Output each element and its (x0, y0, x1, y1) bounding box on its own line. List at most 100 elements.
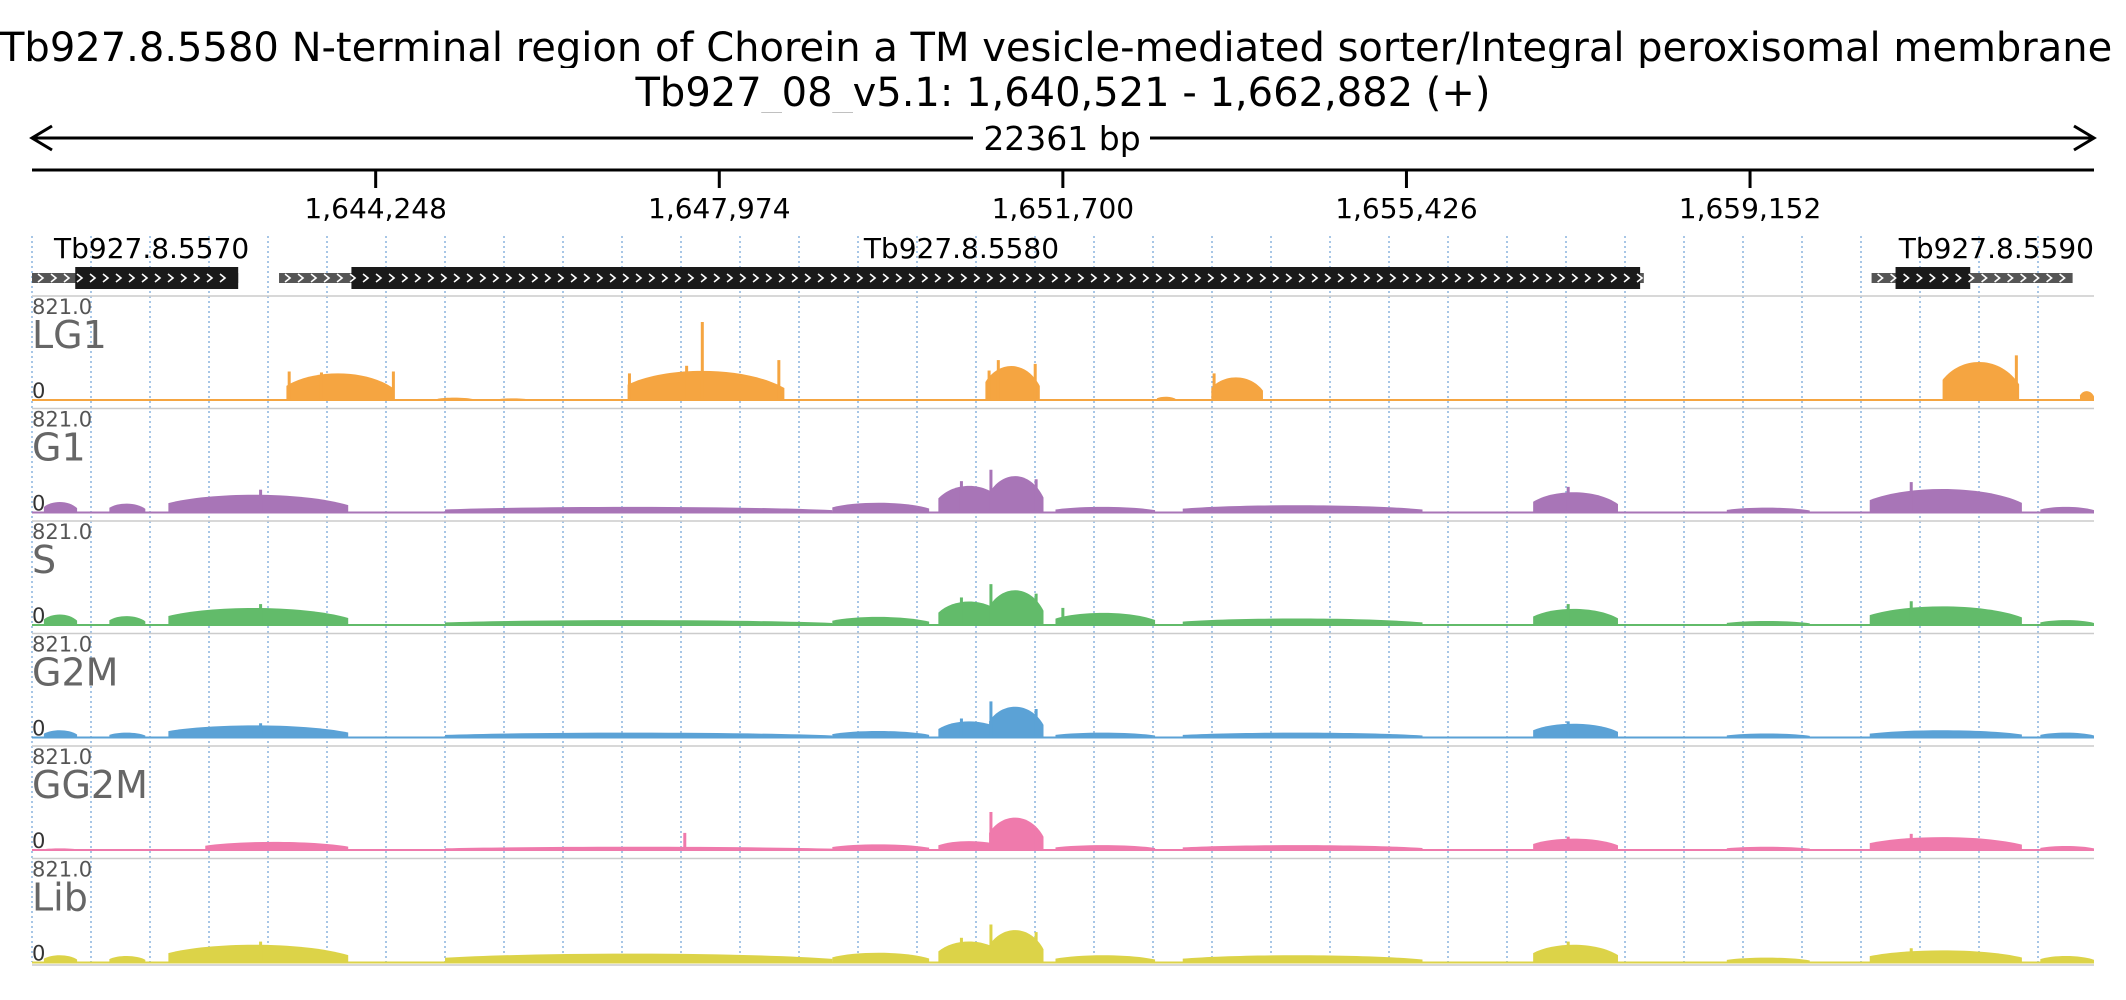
coverage-spike (989, 701, 993, 738)
strand-arrow-icon (128, 273, 136, 283)
axis-tick-label: 1,647,974 (648, 192, 791, 225)
coverage-spike (1943, 378, 1947, 400)
coverage-peak (989, 930, 1044, 963)
strand-arrow-icon (284, 273, 292, 283)
coverage-peak (43, 614, 78, 625)
coverage-spike (1566, 486, 1570, 513)
axis-tick-label: 1,644,248 (304, 192, 447, 225)
strand-arrow-icon (1350, 273, 1358, 283)
strand-arrow-icon (856, 273, 864, 283)
strand-arrow-icon (726, 273, 734, 283)
strand-arrow-icon (1968, 273, 1975, 283)
strand-arrow-icon (1272, 273, 1280, 283)
strand-arrow-icon (908, 273, 916, 283)
coverage-peak (1182, 955, 1423, 963)
gene-track: Tb927.8.5570 Tb927.8.5580 Tb927.8.5590 (32, 232, 2094, 289)
strand-arrow-icon (466, 273, 474, 283)
strand-arrow-icon (1903, 273, 1910, 283)
strand-arrow-icon (531, 273, 539, 283)
coverage-peak (2040, 845, 2094, 850)
strand-arrow-icon (921, 273, 929, 283)
strand-arrow-icon (1363, 273, 1371, 283)
coverage-peak (832, 616, 930, 625)
coverage-spike (1034, 932, 1038, 963)
y-max-label: 821.0 (32, 633, 92, 657)
strand-arrow-icon (804, 273, 812, 283)
strand-arrow-icon (2046, 273, 2053, 283)
coverage-spike (2014, 355, 2018, 400)
series-name: G2M (32, 651, 118, 695)
series-name: S (32, 538, 56, 582)
strand-arrow-icon (1064, 273, 1072, 283)
coverage-peak (445, 953, 833, 963)
strand-arrow-icon (1994, 273, 2001, 283)
strand-arrow-icon (1584, 273, 1592, 283)
strand-arrow-icon (739, 273, 747, 283)
span-ruler: 22361 bp (29, 119, 2097, 158)
strand-arrow-icon (1298, 273, 1306, 283)
coverage-peak (1211, 377, 1263, 400)
strand-arrow-icon (180, 273, 188, 283)
coverage-peak (1055, 732, 1156, 738)
strand-arrow-icon (895, 273, 903, 283)
coordinate-axis: 1,644,248 1,647,974 1,651,700 1,655,426 1,65… (32, 168, 2094, 225)
strand-arrow-icon (700, 273, 708, 283)
coverage-spike (959, 597, 963, 625)
strand-arrow-icon (1571, 273, 1579, 283)
coverage-peak (832, 731, 930, 738)
coverage-tracks: 821.0LG10821.0G10821.0S0821.0G2M0821.0GG… (32, 295, 2094, 966)
strand-arrow-icon (141, 273, 149, 283)
coverage-peak (989, 817, 1044, 850)
gene-label: Tb927.8.5570 (53, 232, 249, 265)
strand-arrow-icon (1116, 273, 1124, 283)
coverage-peak (2040, 732, 2094, 738)
strand-arrow-icon (102, 273, 110, 283)
coverage-spike (1566, 604, 1570, 625)
strand-arrow-icon (1077, 273, 1085, 283)
strand-arrow-icon (505, 273, 513, 283)
strand-arrow-icon (349, 273, 357, 283)
strand-arrow-icon (1259, 273, 1267, 283)
gene-cds (75, 267, 239, 289)
strand-arrow-icon (1955, 273, 1962, 283)
coverage-spike (287, 371, 291, 400)
strand-arrow-icon (1103, 273, 1111, 283)
coverage-peak (1533, 723, 1618, 738)
strand-arrow-icon (778, 273, 786, 283)
coverage-peak (1055, 612, 1156, 625)
strand-arrow-icon (1038, 273, 1046, 283)
strand-arrow-icon (1441, 273, 1449, 283)
coverage-peak (109, 732, 146, 738)
strand-arrow-icon (89, 273, 97, 283)
coverage-peak (43, 730, 78, 738)
strand-arrow-icon (1025, 273, 1033, 283)
coverage-peak (938, 941, 1003, 963)
coverage-peak (989, 706, 1044, 738)
coverage-spike (1566, 721, 1570, 738)
strand-arrow-icon (154, 273, 162, 283)
coverage-peak (1726, 620, 1810, 625)
strand-arrow-icon (1389, 273, 1397, 283)
strand-arrow-icon (1890, 273, 1897, 283)
axis-tick-label: 1,659,152 (1679, 192, 1822, 225)
coverage-peak (938, 721, 1003, 738)
strand-arrow-icon (765, 273, 773, 283)
y-max-label: 821.0 (32, 408, 92, 432)
y-max-label: 821.0 (32, 295, 92, 319)
strand-arrow-icon (63, 273, 71, 283)
strand-arrow-icon (518, 273, 526, 283)
strand-arrow-icon (1532, 273, 1540, 283)
coverage-peak (832, 502, 930, 513)
strand-arrow-icon (115, 273, 123, 283)
y-min-label: 0 (32, 379, 45, 403)
span-arrow-right-icon (2073, 124, 2097, 152)
strand-arrow-icon (427, 273, 435, 283)
coverage-spike (1212, 373, 1216, 400)
coverage-peak (938, 601, 1003, 625)
coverage-spike (989, 584, 993, 625)
strand-arrow-icon (414, 273, 422, 283)
strand-arrow-icon (1155, 273, 1163, 283)
strand-arrow-icon (934, 273, 942, 283)
